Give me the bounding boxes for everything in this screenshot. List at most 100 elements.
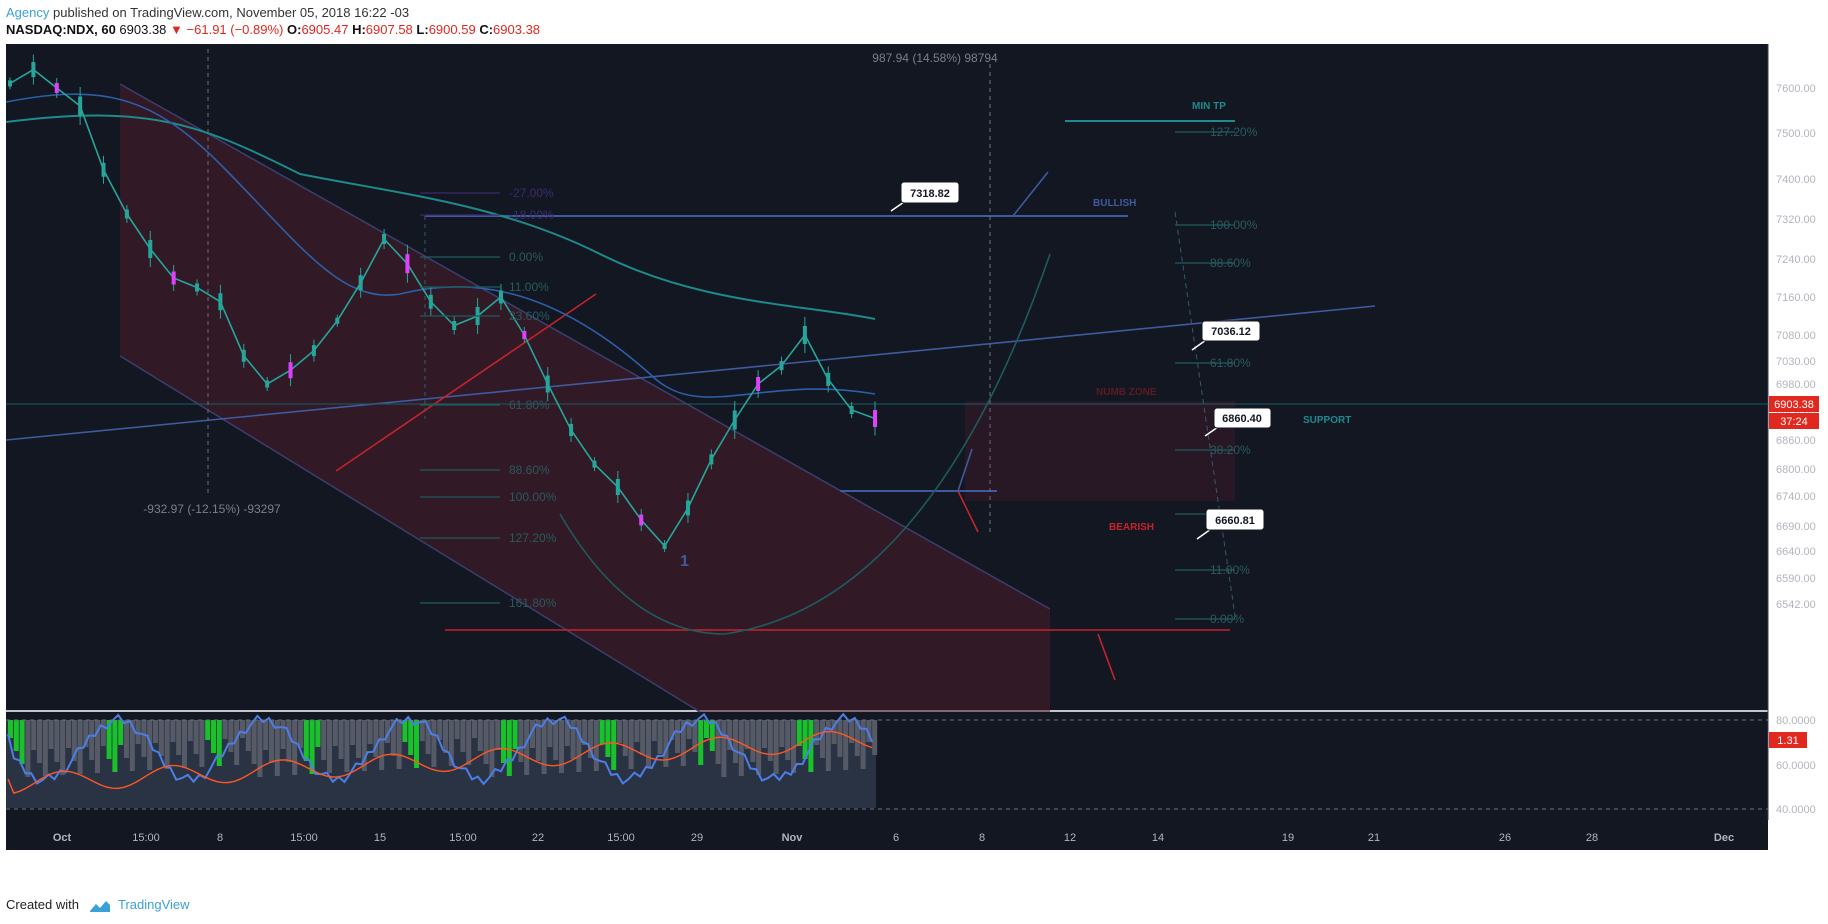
tradingview-brand-link[interactable]: TradingView <box>118 897 190 912</box>
candle <box>171 271 176 285</box>
callout-6660-text: 6660.81 <box>1215 515 1255 527</box>
candle <box>732 410 737 430</box>
candle <box>101 162 106 177</box>
price-chart[interactable]: -27.00% -18.00% 0.00% 11.00% 23.60% 61.80% 88.… <box>0 44 1828 892</box>
oscillator-bar <box>472 720 477 738</box>
fib-left-label: 11.00% <box>509 280 549 294</box>
oscillator-bar <box>599 720 605 744</box>
channel-lower-line <box>119 355 701 713</box>
callout-7036-text: 7036.12 <box>1211 326 1251 338</box>
candle <box>826 372 831 386</box>
ma-slow <box>5 114 876 320</box>
time-axis-label: 15:00 <box>449 832 477 844</box>
oscillator-bar <box>8 720 13 738</box>
fib-left-label: 127.20% <box>509 531 557 545</box>
indicator-axis[interactable]: 80.0000 60.0000 40.0000 <box>1776 715 1816 816</box>
fib-right-label: 61.80% <box>1210 356 1251 370</box>
oscillator-bar <box>588 720 593 758</box>
price-axis-label: 7600.00 <box>1776 83 1816 95</box>
time-axis[interactable]: Oct 15:00 8 15:00 15 15:00 22 15:00 29 Nov 6 8 12 14 1… <box>53 832 1734 844</box>
published-text: published on TradingView.com, November 0… <box>53 5 410 20</box>
oscillator-bar <box>524 720 530 775</box>
oscillator-bar <box>454 720 460 739</box>
oscillator-bar <box>582 720 588 745</box>
fib-left-label: -18.00% <box>509 208 554 222</box>
high-value: 6907.58 <box>365 22 413 37</box>
oscillator-bar <box>240 720 245 738</box>
time-axis-label: 15:00 <box>132 832 160 844</box>
oscillator-bar <box>715 720 721 764</box>
oscillator-bar <box>228 720 234 752</box>
candle <box>311 345 316 357</box>
oscillator-bar <box>280 720 286 749</box>
oscillator-bar <box>71 720 77 761</box>
open-value: 6905.47 <box>301 22 349 37</box>
oscillator-bar <box>541 720 547 774</box>
oscillator-bar <box>251 720 257 764</box>
oscillator-bar <box>187 720 193 741</box>
candle <box>31 62 36 78</box>
time-axis-label: 6 <box>893 832 899 844</box>
oscillator-bar <box>785 720 791 760</box>
low-value: 6900.59 <box>428 22 476 37</box>
oscillator-bar <box>13 720 19 751</box>
bearish-label: BEARISH <box>1109 522 1154 533</box>
oscillator-bar <box>773 720 779 774</box>
oscillator-bar <box>704 720 709 738</box>
indicator-tag <box>1769 732 1807 748</box>
oscillator-bar <box>222 720 228 739</box>
time-axis-label: 21 <box>1368 832 1380 844</box>
candle <box>615 479 620 495</box>
price-candles <box>8 54 877 552</box>
oscillator <box>6 712 1768 810</box>
oscillator-bar <box>709 720 715 751</box>
oscillator-bar <box>506 720 512 776</box>
oscillator-bar <box>89 720 95 760</box>
candle <box>709 454 714 465</box>
oscillator-bar <box>640 720 646 755</box>
oscillator-bar <box>303 720 309 761</box>
fib-left-label: 161.80% <box>509 596 557 610</box>
fib-left-label: 23.60% <box>509 309 550 323</box>
fib-right-group: 127.20%100.00%88.60%61.80%38.20%23.60%11… <box>1175 125 1258 626</box>
oscillator-bar <box>205 720 211 740</box>
fib-right-label: 100.00% <box>1210 218 1258 232</box>
oscillator-bar <box>872 720 878 755</box>
time-axis-label: Nov <box>782 832 804 844</box>
candle <box>569 424 574 436</box>
time-axis-label: 26 <box>1499 832 1511 844</box>
symbol-label[interactable]: NASDAQ:NDX, 60 <box>6 22 116 37</box>
time-axis-label: 29 <box>691 832 703 844</box>
oscillator-bar <box>466 720 472 765</box>
time-axis-bg <box>6 820 1768 850</box>
oscillator-bar <box>419 720 425 741</box>
candle <box>288 362 293 379</box>
candle <box>779 361 784 371</box>
oscillator-bar <box>448 720 454 766</box>
oscillator-bar <box>825 720 831 771</box>
oscillator-bar <box>350 720 356 745</box>
oscillator-bar <box>570 720 576 759</box>
fib-right-label: 0.00% <box>1210 612 1244 626</box>
oscillator-bar <box>495 720 501 750</box>
oscillator-bar <box>779 720 785 747</box>
price-axis[interactable]: 7600.00 7500.00 7400.00 7320.00 7240.00 7160.… <box>1776 83 1816 611</box>
oscillator-bar <box>483 720 489 764</box>
candle <box>78 96 83 116</box>
oscillator-bar <box>25 720 31 777</box>
price-axis-label: 7160.00 <box>1776 292 1816 304</box>
price-axis-label: 6542.00 <box>1776 599 1816 611</box>
oscillator-bar <box>675 720 680 753</box>
close-value: 6903.38 <box>493 22 541 37</box>
oscillator-bar <box>37 720 42 763</box>
oscillator-bar <box>112 720 118 772</box>
oscillator-bar <box>593 720 599 771</box>
oscillator-bar <box>651 720 657 741</box>
author-link[interactable]: Agency <box>6 5 50 20</box>
tradingview-logo-icon <box>89 900 110 912</box>
price-axis-label: 7030.00 <box>1776 356 1816 368</box>
oscillator-bar <box>559 720 564 773</box>
indicator-axis-label: 40.0000 <box>1776 804 1816 816</box>
price-tag-text: 6903.38 <box>1774 399 1814 411</box>
oscillator-bar <box>170 720 176 742</box>
